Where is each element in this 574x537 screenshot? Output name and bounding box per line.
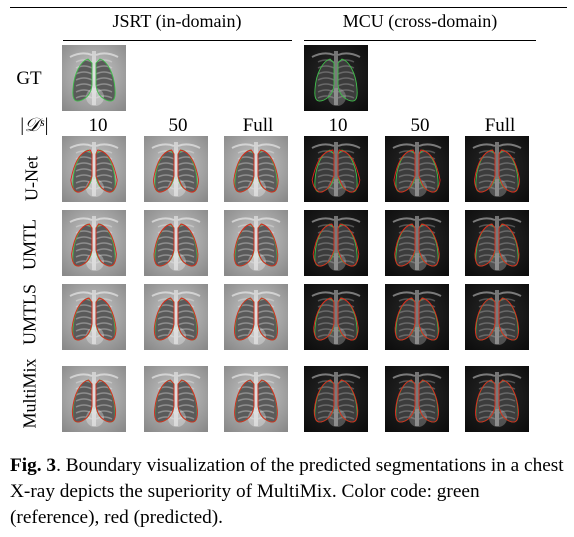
row-label-gt: GT: [16, 68, 42, 89]
top-rule: [10, 7, 567, 8]
chest-xray-image: [465, 366, 529, 432]
chest-xray-image: [304, 210, 368, 276]
chest-xray-image: [144, 210, 208, 276]
chest-xray-image: [224, 210, 288, 276]
column-label: Full: [484, 115, 516, 136]
jsrt-underline: [63, 40, 292, 41]
figure-caption: Fig. 3. Boundary visualization of the pr…: [10, 453, 566, 531]
figure-number: Fig. 3: [10, 455, 57, 476]
chest-xray-image: [385, 366, 449, 432]
chest-xray-image: [62, 210, 126, 276]
chest-xray-image: [144, 136, 208, 202]
row-label-unet: U-Net: [21, 156, 42, 201]
column-label: 10: [88, 115, 108, 136]
chest-xray-image: [144, 284, 208, 350]
column-label: 50: [168, 115, 188, 136]
chest-xray-image: [224, 136, 288, 202]
chest-xray-image: [465, 210, 529, 276]
chest-xray-image: [62, 284, 126, 350]
column-label: 10: [328, 115, 348, 136]
column-label: Full: [242, 115, 274, 136]
chest-xray-image: [385, 210, 449, 276]
chest-xray-image: [144, 366, 208, 432]
chest-xray-image: [62, 136, 126, 202]
chest-xray-image: [465, 136, 529, 202]
chest-xray-image: [385, 136, 449, 202]
chest-xray-image: [62, 45, 126, 111]
chest-xray-image: [304, 284, 368, 350]
chest-xray-image: [224, 284, 288, 350]
row-label-umtls: UMTLS: [19, 284, 40, 346]
chest-xray-image: [304, 136, 368, 202]
row-label-umtl: UMTL: [19, 219, 40, 270]
chest-xray-image: [465, 284, 529, 350]
group-title-jsrt: JSRT (in-domain): [112, 11, 242, 31]
caption-text: . Boundary visualization of the predicte…: [10, 455, 564, 528]
chest-xray-image: [385, 284, 449, 350]
chest-xray-image: [224, 366, 288, 432]
chest-xray-image: [62, 366, 126, 432]
ds-size-label: |𝒟ˢ|: [19, 115, 49, 136]
chest-xray-image: [304, 366, 368, 432]
group-title-mcu: MCU (cross-domain): [342, 11, 498, 31]
mcu-underline: [304, 40, 536, 41]
column-label: 50: [410, 115, 430, 136]
chest-xray-image: [304, 45, 368, 111]
row-label-multimix: MultiMix: [19, 358, 40, 429]
